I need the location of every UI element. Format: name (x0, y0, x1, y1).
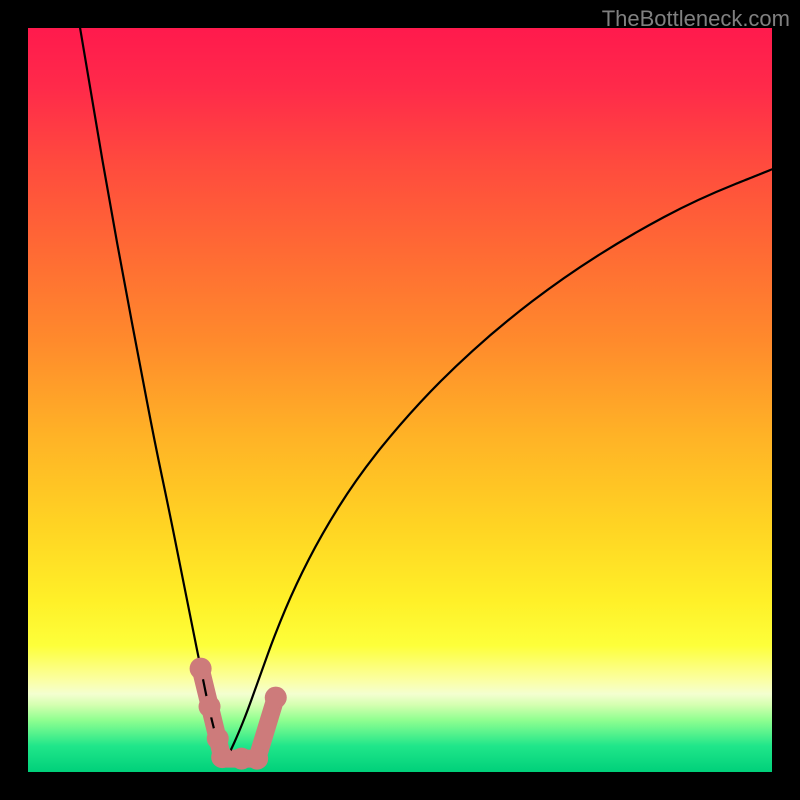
marker-dot (190, 658, 212, 680)
chart-plot-area (28, 28, 772, 772)
marker-dot (207, 728, 229, 750)
marker-dot (265, 687, 287, 709)
marker-dot (211, 746, 233, 768)
chart-svg (28, 28, 772, 772)
marker-dot (199, 696, 221, 718)
marker-dot (246, 748, 268, 770)
watermark-text: TheBottleneck.com (602, 6, 790, 32)
gradient-background (28, 28, 772, 772)
